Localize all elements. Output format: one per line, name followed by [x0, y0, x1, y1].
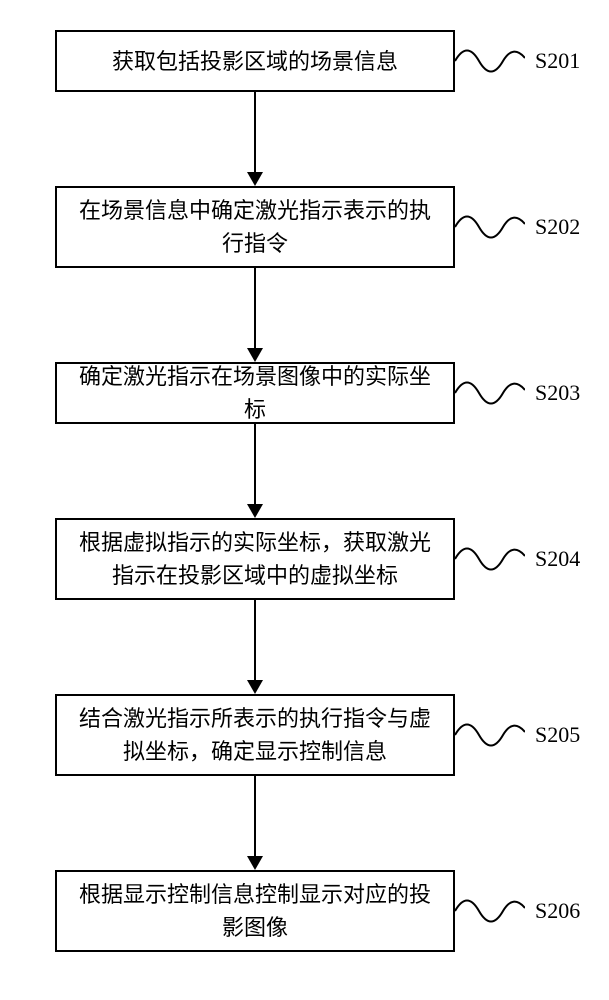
- flow-node-label: 根据显示控制信息控制显示对应的投影图像: [69, 878, 441, 944]
- flow-node-s204: 根据虚拟指示的实际坐标，获取激光指示在投影区域中的虚拟坐标: [55, 518, 455, 600]
- wavy-connector-icon: [455, 372, 525, 414]
- flow-node-s206: 根据显示控制信息控制显示对应的投影图像: [55, 870, 455, 952]
- wavy-connector-icon: [455, 538, 525, 580]
- wavy-connector-icon: [455, 714, 525, 756]
- arrow-head-icon: [247, 680, 263, 694]
- wavy-connector-icon: [455, 890, 525, 932]
- flow-node-label: 在场景信息中确定激光指示表示的执行指令: [69, 194, 441, 260]
- flow-node-s203: 确定激光指示在场景图像中的实际坐标: [55, 362, 455, 424]
- step-label-s204: S204: [535, 546, 580, 572]
- flow-arrow: [254, 776, 256, 856]
- flow-arrow: [254, 268, 256, 348]
- wavy-connector-icon: [455, 206, 525, 248]
- flow-arrow: [254, 92, 256, 172]
- step-label-s206: S206: [535, 898, 580, 924]
- step-label-s202: S202: [535, 214, 580, 240]
- flow-node-label: 结合激光指示所表示的执行指令与虚拟坐标，确定显示控制信息: [69, 702, 441, 768]
- flow-node-label: 获取包括投影区域的场景信息: [112, 45, 398, 78]
- step-label-s205: S205: [535, 722, 580, 748]
- flow-arrow: [254, 424, 256, 504]
- flow-node-s201: 获取包括投影区域的场景信息: [55, 30, 455, 92]
- flow-node-s205: 结合激光指示所表示的执行指令与虚拟坐标，确定显示控制信息: [55, 694, 455, 776]
- arrow-head-icon: [247, 504, 263, 518]
- flow-arrow: [254, 600, 256, 680]
- arrow-head-icon: [247, 856, 263, 870]
- step-label-s201: S201: [535, 48, 580, 74]
- flowchart-canvas: 获取包括投影区域的场景信息 S201 在场景信息中确定激光指示表示的执行指令 S…: [0, 0, 609, 1000]
- flow-node-label: 根据虚拟指示的实际坐标，获取激光指示在投影区域中的虚拟坐标: [69, 526, 441, 592]
- flow-node-label: 确定激光指示在场景图像中的实际坐标: [69, 360, 441, 426]
- wavy-connector-icon: [455, 40, 525, 82]
- arrow-head-icon: [247, 172, 263, 186]
- step-label-s203: S203: [535, 380, 580, 406]
- flow-node-s202: 在场景信息中确定激光指示表示的执行指令: [55, 186, 455, 268]
